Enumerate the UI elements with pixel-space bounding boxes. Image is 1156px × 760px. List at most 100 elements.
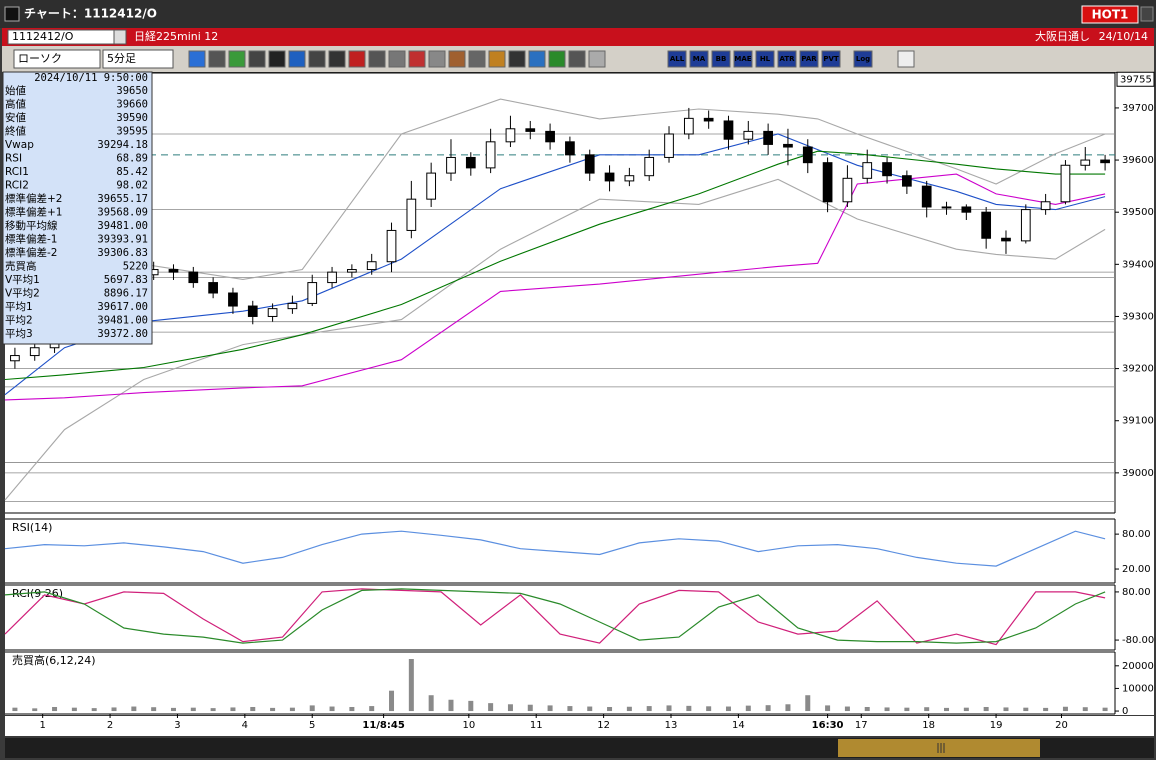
window-title: チャート：1112412/O — [24, 7, 157, 21]
info-value: 39294.18 — [97, 139, 148, 151]
volume-bar — [289, 707, 295, 712]
volume-bar — [924, 707, 930, 712]
info-value: 5697.83 — [104, 274, 148, 286]
tool-button[interactable] — [755, 50, 775, 68]
volume-bar — [349, 706, 355, 712]
volume-bar — [309, 705, 315, 712]
candle-body — [505, 128, 516, 143]
info-value: 98.02 — [116, 180, 148, 192]
info-label: 始値 — [5, 84, 26, 97]
close-button[interactable] — [1140, 6, 1154, 22]
candle-body — [228, 292, 238, 307]
volume-bar — [408, 659, 414, 712]
tool-button-label: Log — [856, 55, 870, 63]
tool-icon[interactable] — [408, 50, 426, 68]
candle-body — [426, 172, 437, 200]
tool-button[interactable] — [733, 50, 753, 68]
tool-icon[interactable] — [468, 50, 486, 68]
y-tick-label: -80.00 — [1122, 635, 1154, 646]
volume-bar — [91, 708, 97, 712]
candle-body — [406, 198, 417, 231]
volume-bar — [884, 707, 890, 712]
tool-icon[interactable] — [288, 50, 306, 68]
x-tick-label: 20 — [1055, 720, 1068, 731]
info-label: RCI2 — [5, 180, 29, 192]
tool-button[interactable] — [853, 50, 873, 68]
tool-icon[interactable] — [548, 50, 566, 68]
candle-body — [981, 211, 992, 239]
tool-icon[interactable] — [528, 50, 546, 68]
overlay-line — [4, 173, 1106, 401]
tool-icon[interactable] — [588, 50, 606, 68]
tool-icon[interactable] — [188, 50, 206, 68]
y-tick-label: 80.00 — [1122, 529, 1151, 540]
tool-icon[interactable] — [308, 50, 326, 68]
volume-bar — [1082, 707, 1088, 712]
indicator-line — [4, 588, 1106, 646]
volume-bar — [983, 706, 989, 712]
y-tick-label: 39700 — [1122, 103, 1154, 114]
y-tick-label: 10000 — [1122, 683, 1154, 694]
info-panel — [2, 71, 153, 345]
tool-icon[interactable] — [208, 50, 226, 68]
tool-button[interactable] — [689, 50, 709, 68]
volume-bar — [745, 705, 751, 712]
volume-bar — [725, 706, 731, 712]
candle-body — [1020, 209, 1031, 242]
volume-bar — [825, 705, 831, 712]
candle-body — [1001, 237, 1011, 242]
tool-button-label: MAE — [734, 55, 751, 63]
tool-button[interactable] — [821, 50, 841, 68]
x-tick-label: 16:30 — [812, 720, 844, 731]
info-timestamp: 2024/10/11 9:50:00 — [34, 72, 148, 84]
y-tick-label: 20000 — [1122, 661, 1154, 672]
candle-body — [683, 117, 694, 135]
tool-icon[interactable] — [348, 50, 366, 68]
title-bar — [0, 0, 1156, 28]
hot-button[interactable] — [1081, 5, 1139, 24]
info-label: 終値 — [5, 125, 26, 138]
volume-bar — [389, 690, 395, 712]
tool-icon[interactable] — [368, 50, 386, 68]
app-icon — [4, 6, 20, 22]
info-label: 標準偏差-1 — [5, 233, 57, 246]
tool-icon[interactable] — [897, 50, 915, 68]
tool-icon[interactable] — [428, 50, 446, 68]
info-label: 標準偏差+2 — [5, 192, 62, 205]
tool-button[interactable] — [777, 50, 797, 68]
symbol-drop[interactable] — [113, 29, 127, 45]
tool-icon[interactable] — [268, 50, 286, 68]
tool-button[interactable] — [711, 50, 731, 68]
x-tick-label: 11 — [530, 720, 543, 731]
candle-body — [862, 162, 873, 179]
tool-icon[interactable] — [328, 50, 346, 68]
tool-icon[interactable] — [388, 50, 406, 68]
chart-type-select[interactable] — [13, 49, 101, 69]
tool-button[interactable] — [667, 50, 687, 68]
tool-button[interactable] — [799, 50, 819, 68]
info-value: 39595 — [116, 126, 148, 138]
volume-bar — [686, 705, 692, 712]
volume-bar — [944, 707, 950, 712]
info-value: 5220 — [123, 261, 148, 273]
hot-label: HOT1 — [1092, 8, 1129, 22]
info-value: 39568.09 — [97, 207, 148, 219]
tool-icon[interactable] — [248, 50, 266, 68]
tool-icon[interactable] — [508, 50, 526, 68]
tool-icon[interactable] — [448, 50, 466, 68]
volume-bar — [626, 706, 632, 712]
info-value: 39650 — [116, 85, 148, 97]
scroll-thumb[interactable] — [838, 739, 1040, 757]
timeframe-select[interactable] — [102, 49, 174, 69]
info-label: V平均2 — [5, 288, 40, 300]
tool-icon[interactable] — [488, 50, 506, 68]
volume-bar — [1043, 707, 1049, 712]
tool-button-label: ALL — [670, 55, 685, 63]
info-value: 39655.17 — [97, 193, 148, 205]
tool-icon[interactable] — [568, 50, 586, 68]
tool-icon[interactable] — [228, 50, 246, 68]
candle-body — [644, 156, 655, 177]
volume-bar — [52, 706, 58, 712]
volume-bar — [864, 706, 870, 712]
